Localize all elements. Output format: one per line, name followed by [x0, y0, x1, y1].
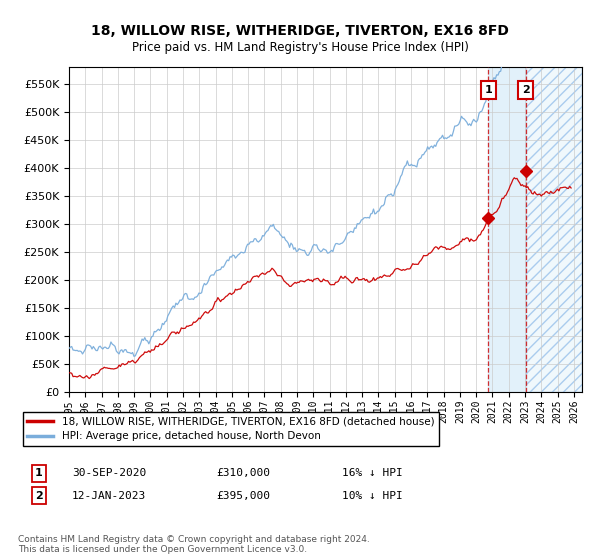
Text: 2: 2 [522, 85, 530, 95]
Text: 16% ↓ HPI: 16% ↓ HPI [342, 468, 403, 478]
Text: 1: 1 [484, 85, 492, 95]
Text: £310,000: £310,000 [216, 468, 270, 478]
Text: 2: 2 [35, 491, 43, 501]
Legend: 18, WILLOW RISE, WITHERIDGE, TIVERTON, EX16 8FD (detached house), HPI: Average p: 18, WILLOW RISE, WITHERIDGE, TIVERTON, E… [23, 412, 439, 446]
Text: 30-SEP-2020: 30-SEP-2020 [72, 468, 146, 478]
Text: 12-JAN-2023: 12-JAN-2023 [72, 491, 146, 501]
Bar [488, 67, 526, 392]
Text: 1: 1 [35, 468, 43, 478]
Bar [526, 67, 582, 392]
Text: 18, WILLOW RISE, WITHERIDGE, TIVERTON, EX16 8FD: 18, WILLOW RISE, WITHERIDGE, TIVERTON, E… [91, 24, 509, 38]
Text: Contains HM Land Registry data © Crown copyright and database right 2024.
This d: Contains HM Land Registry data © Crown c… [18, 535, 370, 554]
Bar [526, 67, 582, 392]
Text: £395,000: £395,000 [216, 491, 270, 501]
Text: Price paid vs. HM Land Registry's House Price Index (HPI): Price paid vs. HM Land Registry's House … [131, 41, 469, 54]
Text: 10% ↓ HPI: 10% ↓ HPI [342, 491, 403, 501]
